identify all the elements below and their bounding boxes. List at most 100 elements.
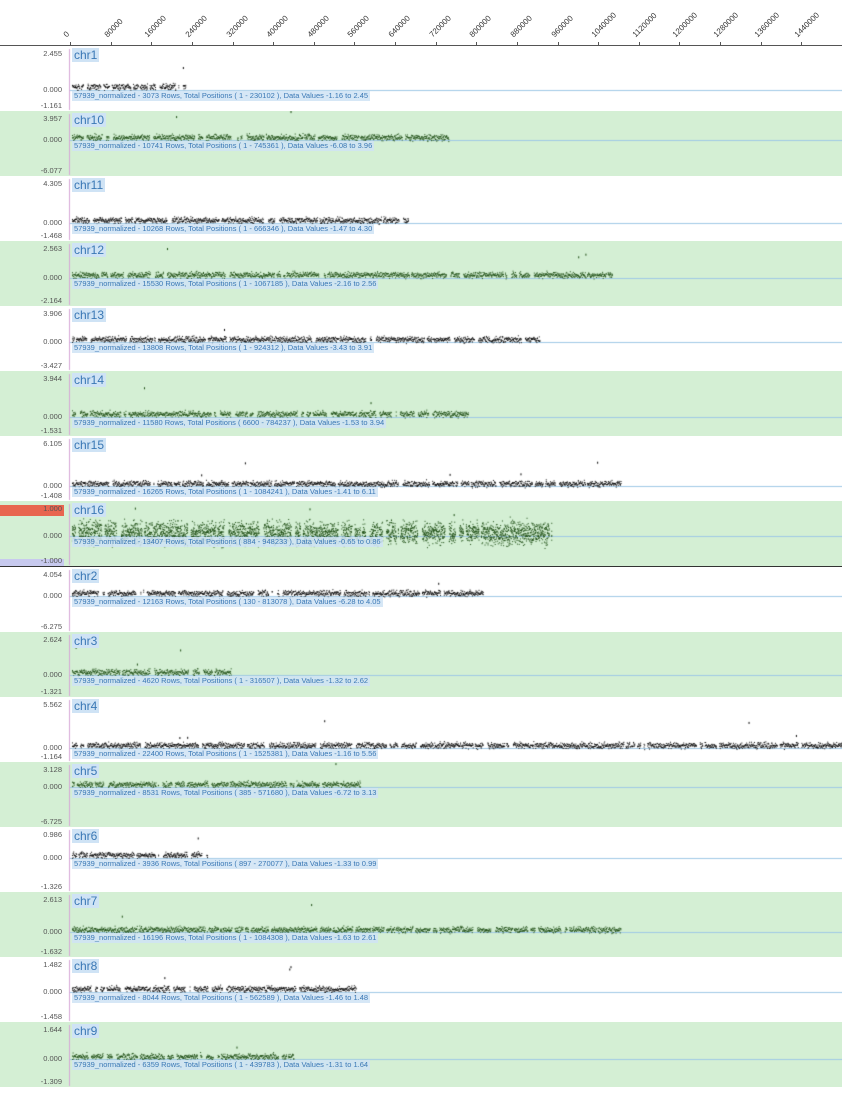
track-min-value: -6.077: [40, 166, 62, 175]
ruler-tick-label: 880000: [508, 13, 534, 39]
track-plot: [0, 632, 842, 697]
track-name-label: chr6: [72, 829, 100, 843]
ruler-tick-label: 1360000: [752, 10, 781, 39]
track-plot: [0, 892, 842, 957]
ruler-tick-mark: [110, 42, 112, 45]
track-zero-value: 0.000: [43, 852, 62, 862]
track-zero-value: 0.000: [43, 591, 62, 601]
track-max-value: 0.986: [43, 830, 62, 839]
track-name-label: chr4: [72, 699, 100, 713]
track-plot: [0, 46, 842, 111]
track-min-value: -1.531: [40, 426, 62, 435]
track-chr7[interactable]: 2.613 0.000 -1.632 chr7 57939_normalized - 1…: [0, 892, 842, 957]
track-min-value: -1.468: [40, 231, 62, 240]
ruler-tick-mark: [801, 42, 803, 45]
track-chr11[interactable]: 4.305 0.000 -1.468 chr11 57939_normalized - …: [0, 176, 842, 241]
track-info-label: 57939_normalized - 10268 Rows, Total Pos…: [72, 224, 375, 235]
ruler-tick-label: 80000: [102, 16, 125, 39]
track-info-label: 57939_normalized - 3936 Rows, Total Posi…: [72, 858, 379, 869]
track-info-label: 57939_normalized - 3073 Rows, Total Posi…: [72, 90, 371, 101]
track-max-value: 2.624: [43, 635, 62, 644]
track-max-value: 5.562: [43, 700, 62, 709]
track-name-label: chr13: [72, 308, 107, 322]
track-info-label: 57939_normalized - 13808 Rows, Total Pos…: [72, 343, 375, 354]
track-max-value: 1.000: [43, 504, 62, 513]
ruler-tick-mark: [273, 42, 275, 45]
track-min-value: -1.000: [40, 556, 62, 565]
track-max-value: 6.105: [43, 439, 62, 448]
ruler-tick-label: 1040000: [589, 10, 619, 39]
track-max-value: 2.563: [43, 244, 62, 253]
track-zero-value: 0.000: [43, 411, 62, 421]
ruler-tick-label: 1120000: [630, 11, 659, 39]
ruler-tick-label: 320000: [224, 13, 250, 39]
track-max-value: 2.455: [43, 49, 62, 58]
track-info-label: 57939_normalized - 4620 Rows, Total Posi…: [72, 675, 371, 686]
track-zero-value: 0.000: [43, 530, 62, 540]
track-chr13[interactable]: 3.906 0.000 -3.427 chr13 57939_normalized - …: [0, 306, 842, 371]
track-chr2[interactable]: 4.054 0.000 -6.275 chr2 57939_normalized - 1…: [0, 567, 842, 632]
track-name-label: chr11: [72, 178, 106, 192]
track-info-label: 57939_normalized - 6359 Rows, Total Posi…: [72, 1060, 371, 1071]
ruler-tick-label: 800000: [467, 13, 494, 39]
track-chr15[interactable]: 6.105 0.000 -1.408 chr15 57939_normalized - …: [0, 436, 842, 501]
track-zero-value: 0.000: [43, 743, 62, 753]
track-min-value: -6.725: [40, 817, 62, 826]
track-chr12[interactable]: 2.563 0.000 -2.164 chr12 57939_normalized - …: [0, 241, 842, 306]
ruler-tick-mark: [313, 42, 315, 45]
track-plot: [0, 241, 842, 306]
track-chr3[interactable]: 2.624 0.000 -1.321 chr3 57939_normalized - 4…: [0, 632, 842, 697]
ruler-tick-mark: [191, 42, 193, 45]
track-zero-value: 0.000: [43, 218, 62, 228]
track-chr16[interactable]: 1.000 0.000 -1.000 chr16 57939_normalized - …: [0, 501, 842, 567]
ruler-tick-mark: [476, 42, 478, 45]
ruler-tick-mark: [516, 42, 518, 45]
track-chr9[interactable]: 1.644 0.000 -1.309 chr9 57939_normalized - 6…: [0, 1022, 842, 1087]
track-max-value: 4.305: [43, 179, 62, 188]
ruler-tick-mark: [679, 42, 681, 45]
ruler-tick-mark: [70, 42, 71, 45]
track-min-value: -1.309: [40, 1077, 62, 1086]
track-min-value: -1.321: [40, 687, 62, 696]
ruler-tick-mark: [395, 42, 397, 45]
ruler-tick-label: 240000: [183, 13, 209, 39]
track-min-value: -3.427: [40, 361, 62, 370]
track-max-value: 2.613: [43, 895, 62, 904]
track-zero-value: 0.000: [43, 927, 62, 937]
track-plot: [0, 957, 842, 1022]
track-max-value: 3.944: [43, 374, 62, 383]
track-max-value: 1.644: [43, 1025, 62, 1034]
track-zero-value: 0.000: [43, 669, 62, 679]
track-min-value: -1.458: [40, 1012, 62, 1021]
track-info-label: 57939_normalized - 12163 Rows, Total Pos…: [72, 597, 383, 608]
track-chr6[interactable]: 0.986 0.000 -1.326 chr6 57939_normalized - 3…: [0, 827, 842, 892]
track-name-label: chr15: [72, 438, 107, 452]
track-zero-value: 0.000: [43, 986, 62, 996]
ruler-tick-mark: [638, 42, 640, 45]
track-min-value: -1.161: [40, 101, 62, 110]
track-chr4[interactable]: 5.562 0.000 -1.164 chr4 57939_normalized - 2…: [0, 697, 842, 762]
track-max-value: 3.957: [43, 114, 62, 123]
track-chr8[interactable]: 1.482 0.000 -1.458 chr8 57939_normalized - 8…: [0, 957, 842, 1022]
track-chr10[interactable]: 3.957 0.000 -6.077 chr10 57939_normalized - …: [0, 111, 842, 176]
ruler-tick-label: 1280000: [711, 10, 741, 39]
ruler-tick-label: 1440000: [792, 10, 822, 39]
track-zero-value: 0.000: [43, 272, 62, 282]
track-max-value: 3.128: [43, 765, 62, 774]
track-name-label: chr2: [72, 569, 100, 583]
track-chr1[interactable]: 2.455 0.000 -1.161 chr1 57939_normalized - 3…: [0, 46, 842, 111]
ruler-tick-label: 960000: [549, 13, 575, 39]
track-plot: [0, 306, 842, 371]
track-min-value: -6.275: [40, 622, 62, 631]
track-min-value: -1.164: [40, 752, 62, 761]
ruler-tick-label: 0: [61, 29, 72, 39]
track-plot: [0, 501, 842, 566]
track-chr5[interactable]: 3.128 0.000 -6.725 chr5 57939_normalized - 8…: [0, 762, 842, 827]
ruler-tick-label: 640000: [386, 13, 412, 39]
track-name-label: chr7: [72, 894, 100, 908]
track-max-value: 1.482: [43, 960, 62, 969]
track-max-value: 3.906: [43, 309, 62, 318]
ruler-tick-mark: [557, 42, 559, 45]
track-zero-value: 0.000: [43, 135, 62, 145]
track-chr14[interactable]: 3.944 0.000 -1.531 chr14 57939_normalized - …: [0, 371, 842, 436]
